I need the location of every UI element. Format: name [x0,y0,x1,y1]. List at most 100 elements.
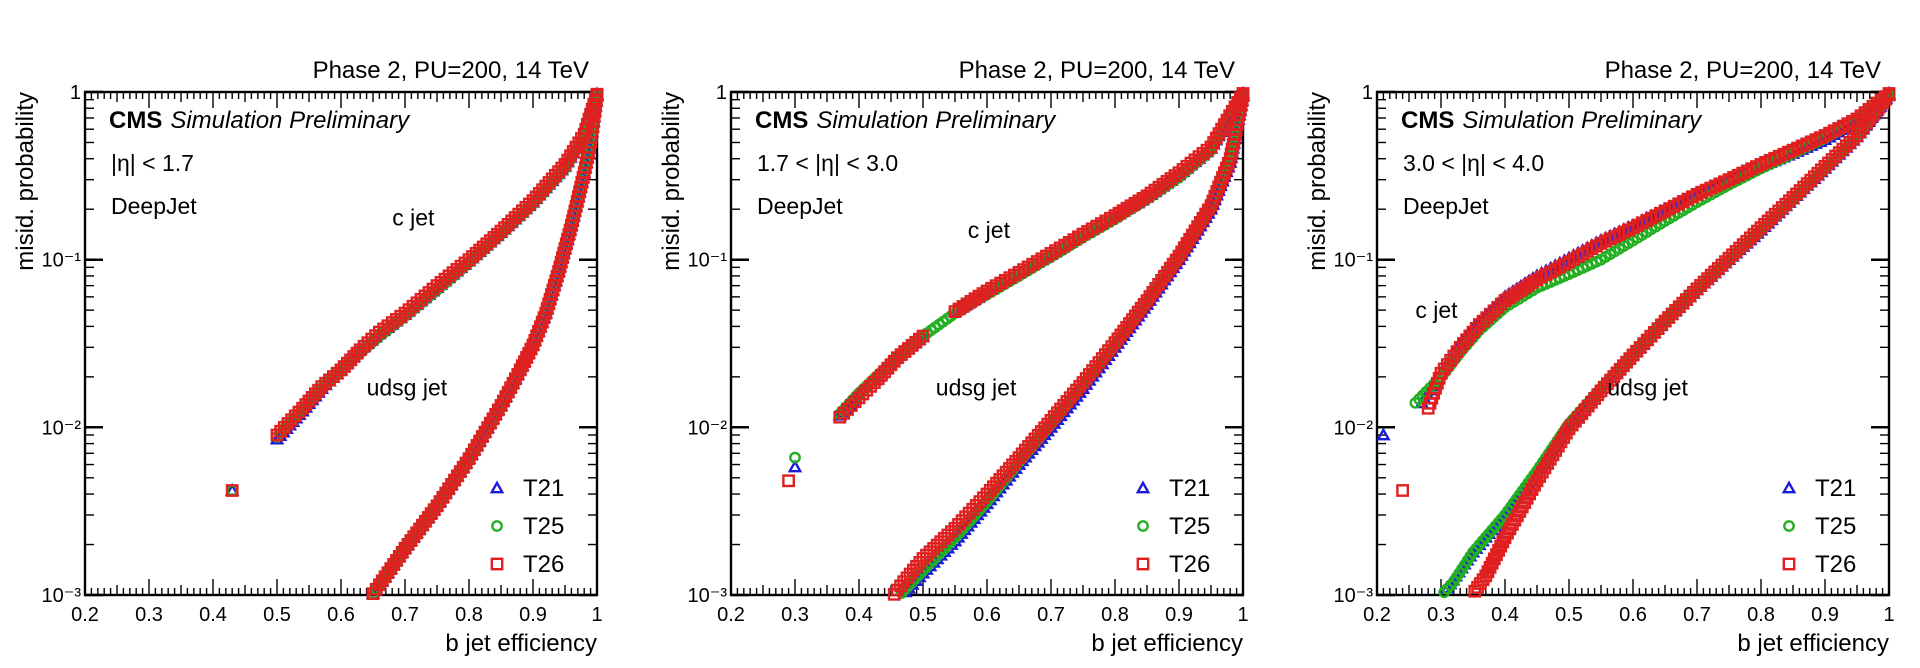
x-axis-ticks [730,92,1244,595]
data-point [1694,279,1707,292]
x-axis-ticks [84,92,598,595]
data-point [1588,392,1602,405]
data-point [1376,427,1391,441]
data-point [1626,348,1640,362]
x-tick-label: 0.9 [519,604,547,626]
data-point [1822,156,1835,170]
data-point [1038,421,1052,435]
data-point [1800,177,1814,191]
legend-marker [1781,480,1797,494]
data-point [274,424,288,438]
data-point [837,406,851,420]
data-point [590,89,604,103]
data-point [1790,187,1803,201]
x-tick-label: 0.3 [781,604,809,626]
data-point [494,224,508,238]
data-point [1613,362,1627,376]
data-point [945,525,958,539]
x-tick-label: 0.2 [1363,604,1391,626]
chart-panel-1: Phase 2, PU=200, 14 TeV 0.2 0.3 0.4 0.5 0.6 0.… [12,57,605,657]
x-tick-label: 0.9 [1165,604,1193,626]
x-axis-title: b jet efficiency [1091,630,1243,657]
data-point [501,217,515,231]
data-point [1665,307,1679,321]
data-point [1063,391,1077,405]
data-point [1662,311,1675,324]
data-point [1679,293,1693,306]
data-point [523,197,536,211]
x-tick-label: 0.9 [1811,604,1839,626]
data-point [1775,201,1789,214]
data-point [916,552,930,565]
data-point [1012,451,1026,464]
data-point [1491,301,1505,314]
data-point [1836,142,1850,156]
cms-label: CMS Simulation Preliminary [1401,107,1703,134]
data-point [884,358,898,372]
cms-label: CMS Simulation Preliminary [755,107,1057,134]
legend-label: T26 [1815,551,1856,578]
data-point [1456,337,1470,350]
data-point [519,200,533,214]
data-point [912,332,926,346]
data-point [959,510,973,524]
x-tick-label: 0.5 [263,604,291,626]
data-point [330,366,344,380]
chart-panel-2: Phase 2, PU=200, 14 TeV 0.2 0.3 0.4 0.5 0.6 0.… [658,57,1251,657]
x-tick-label: 0.4 [845,604,873,626]
data-point [1565,418,1579,432]
data-point [1655,318,1668,332]
data-point [1719,255,1732,269]
data-point [1704,268,1718,282]
data-point [856,387,870,401]
x-tick-label: 0.7 [391,604,419,626]
annotation-c-jet: c jet [1415,297,1458,323]
legend: T21 T25 T26 [1781,475,1856,578]
experiment-name: CMS [1401,107,1454,134]
data-point [864,379,877,393]
data-point [941,528,955,542]
data-point [285,413,299,427]
data-point [920,548,933,562]
data-point [498,221,511,235]
legend: T21 T25 T26 [489,475,564,578]
data-point [787,459,803,473]
data-point [937,531,951,545]
data-point [323,373,336,387]
data-point [1754,221,1768,235]
data-point [365,332,379,346]
data-point [1829,149,1843,163]
data-point [1832,146,1846,160]
data-point [353,343,367,357]
legend-label: T26 [523,551,564,578]
data-point [930,538,944,552]
data-point [1031,428,1045,442]
data-point [1676,296,1690,310]
data-point [1786,191,1800,204]
data-point [1825,153,1839,166]
data-point [1620,355,1634,369]
data-point [948,521,962,535]
data-point [1644,329,1658,343]
x-axis-ticks [1376,92,1890,595]
x-tick-label: 1 [591,604,602,626]
data-point [916,329,930,343]
annotation-udsg-jet: udsg jet [936,374,1017,400]
legend-label: T21 [523,475,564,502]
y-axis-title: misid. probability [1304,92,1331,271]
data-point [852,391,866,405]
data-point [833,410,847,424]
data-point [1751,224,1764,238]
data-point [512,207,526,221]
data-point [1772,204,1786,218]
data-point [545,172,559,186]
y-axis-title: misid. probability [658,92,685,271]
legend-label: T25 [1169,513,1210,540]
data-point [1793,184,1807,197]
chart-panel-3: Phase 2, PU=200, 14 TeV 0.2 0.3 0.4 0.5 0.6 0.… [1304,57,1897,657]
data-point [969,499,983,512]
data-point [1623,352,1637,365]
data-point [789,451,801,464]
data-series [782,85,1251,601]
data-point [281,417,295,430]
